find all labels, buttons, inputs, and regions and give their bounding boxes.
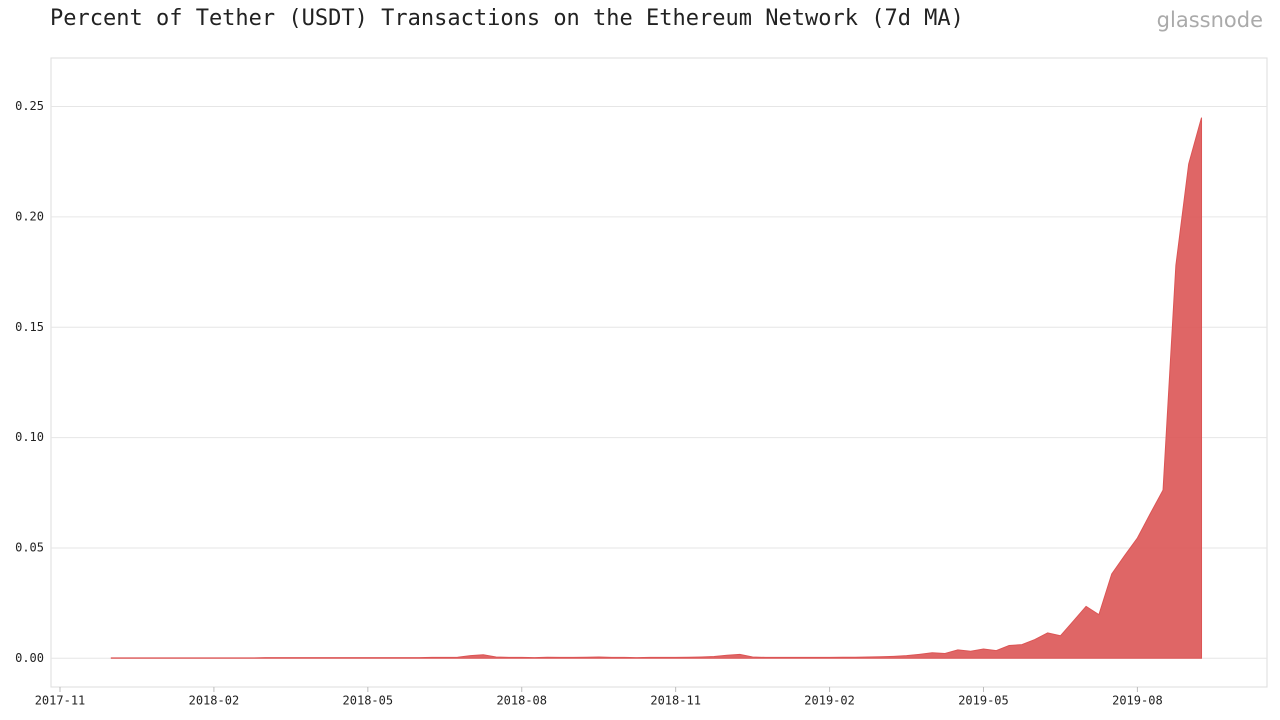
x-tick-label: 2018-08 [496, 694, 547, 708]
y-tick-label: 0.15 [15, 320, 44, 334]
watermark: glassnode [1157, 8, 1263, 32]
x-tick-label: 2019-08 [1112, 694, 1163, 708]
y-tick-label: 0.25 [15, 99, 44, 113]
x-tick-label: 2018-05 [343, 694, 394, 708]
y-tick-label: 0.20 [15, 209, 44, 223]
plot-frame [50, 57, 1268, 688]
y-tick-label: 0.00 [15, 651, 44, 665]
x-tick-label: 2018-11 [650, 694, 701, 708]
x-tick-label: 2017-11 [35, 694, 86, 708]
area [110, 117, 1203, 659]
y-tick-label: 0.10 [15, 430, 44, 444]
x-tick-label: 2019-05 [958, 694, 1009, 708]
y-tick-label: 0.05 [15, 540, 44, 554]
chart-title: Percent of Tether (USDT) Transactions on… [50, 6, 964, 31]
x-tick-label: 2018-02 [189, 694, 240, 708]
x-tick-label: 2019-02 [804, 694, 855, 708]
